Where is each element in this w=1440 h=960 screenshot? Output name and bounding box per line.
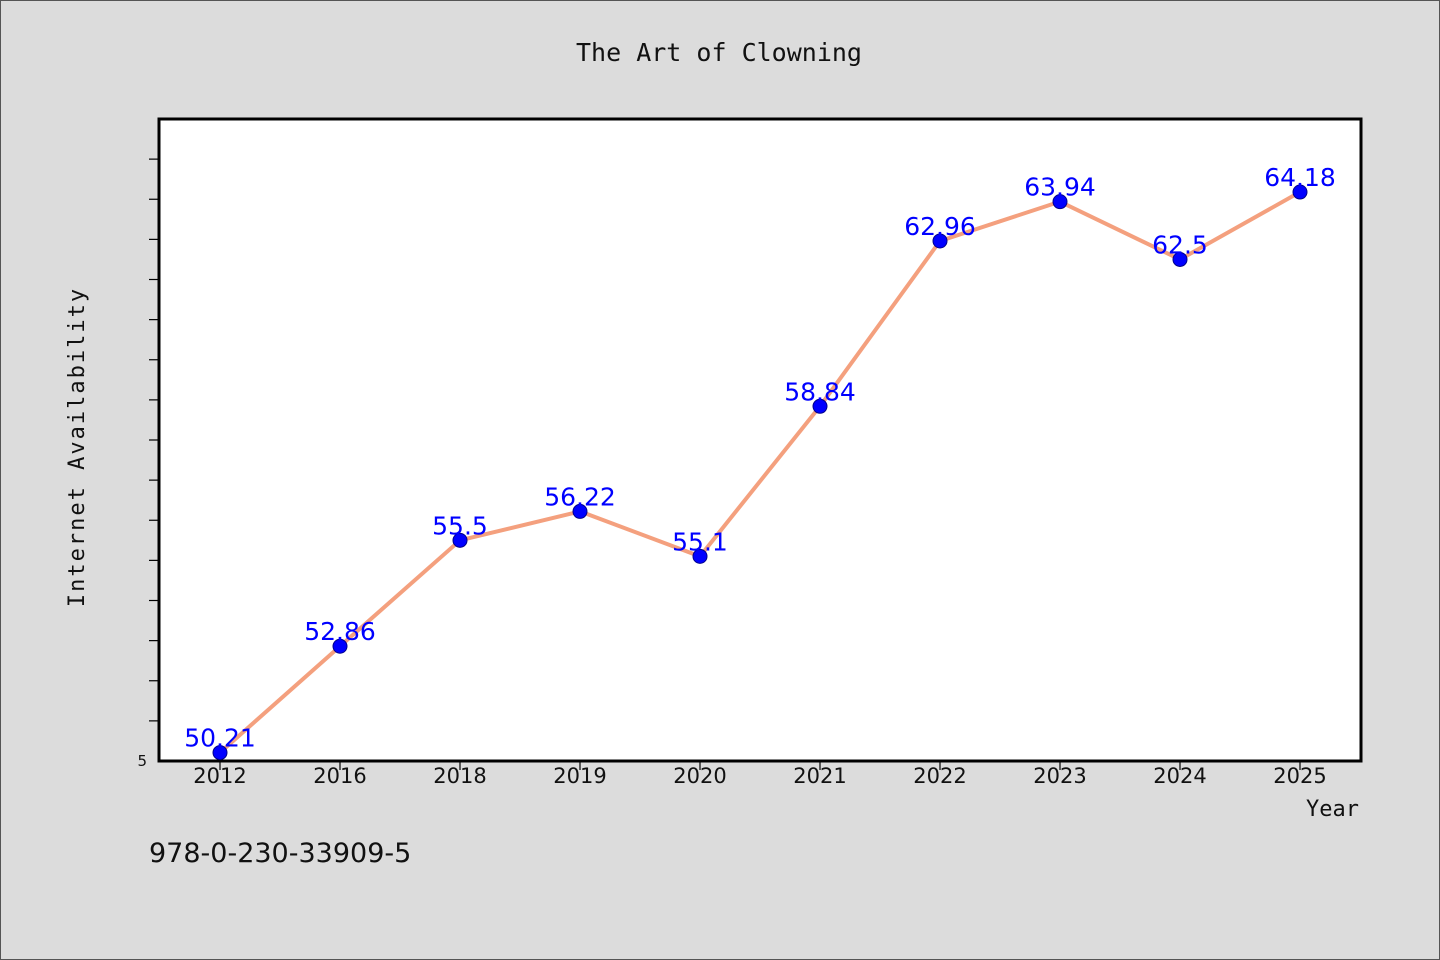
y-axis-label: Internet Availability — [65, 287, 90, 607]
data-labels: 50.21 52.86 55.5 56.22 55.1 58.84 62.96 63.94 62… — [184, 163, 1336, 753]
data-point — [1292, 184, 1308, 200]
x-tick-label: 2012 — [193, 764, 246, 788]
series-markers — [212, 184, 1308, 761]
data-label: 62.5 — [1152, 230, 1208, 259]
data-label: 55.1 — [672, 527, 728, 556]
x-axis-label: Year — [1306, 797, 1359, 822]
data-label: 55.5 — [432, 511, 488, 540]
data-point — [932, 233, 948, 249]
x-tick-label: 2022 — [913, 764, 966, 788]
x-tick-label: 2019 — [553, 764, 606, 788]
x-axis-ticks — [219, 761, 1301, 770]
data-point — [1052, 194, 1068, 210]
y-tick-label: 5 — [137, 752, 147, 770]
x-tick-label: 2023 — [1033, 764, 1086, 788]
x-tick-label: 2016 — [313, 764, 366, 788]
data-label: 50.21 — [184, 724, 256, 753]
data-label: 52.86 — [304, 617, 376, 646]
data-point — [332, 638, 348, 654]
series-line-group — [218, 190, 1302, 755]
data-point — [812, 398, 828, 414]
x-tick-label: 2021 — [793, 764, 846, 788]
data-label: 56.22 — [544, 482, 616, 511]
chart-title: The Art of Clowning — [576, 38, 862, 67]
data-label: 64.18 — [1264, 163, 1336, 192]
x-tick-label: 2024 — [1153, 764, 1206, 788]
y-axis-ticks — [149, 158, 159, 722]
x-axis-tick-labels: 2012 2016 2018 2019 2020 2021 2022 2023 2024 2025 — [193, 764, 1326, 788]
x-tick-label: 2018 — [433, 764, 486, 788]
plot-area — [157, 117, 1363, 763]
isbn-annotation: 978-0-230-33909-5 — [149, 838, 411, 869]
data-point — [452, 532, 468, 548]
data-point — [692, 548, 708, 564]
x-tick-label: 2025 — [1273, 764, 1326, 788]
data-label: 58.84 — [784, 377, 856, 406]
y-axis-tick-labels: 5 — [137, 752, 147, 770]
x-tick-label: 2020 — [673, 764, 726, 788]
series-line — [218, 190, 1302, 755]
data-point — [212, 745, 228, 761]
data-point — [572, 503, 588, 519]
data-label: 63.94 — [1024, 173, 1096, 202]
data-label: 62.96 — [904, 212, 976, 241]
data-point — [1172, 251, 1188, 267]
